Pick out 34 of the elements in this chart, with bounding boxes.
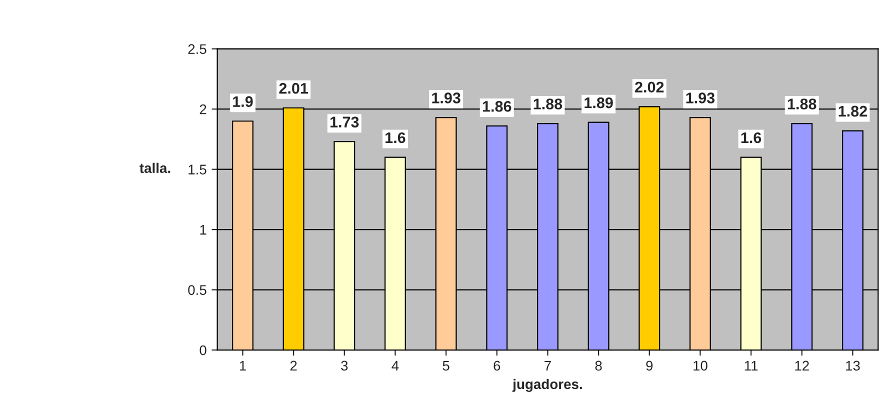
- x-tick-label: 4: [392, 360, 399, 370]
- data-label: 1.93: [686, 92, 715, 104]
- x-tick-label: 9: [646, 360, 653, 371]
- data-label: 1.73: [330, 116, 359, 128]
- y-axis-title: talla.: [140, 162, 170, 174]
- data-label: 1.6: [386, 132, 406, 144]
- x-axis-title: jugadores.: [512, 378, 582, 392]
- y-tick-label: 2.5: [188, 44, 206, 54]
- x-tick-label: 2: [290, 360, 297, 370]
- x-tick-label: 1: [240, 360, 246, 370]
- data-label: 1.86: [482, 100, 512, 112]
- x-tick-label: 12: [795, 360, 809, 370]
- data-label: 1.93: [432, 92, 460, 104]
- x-tick-label: 13: [846, 360, 860, 371]
- x-tick-label: 6: [494, 360, 500, 371]
- x-tick-label: 10: [694, 360, 708, 371]
- y-tick-label: 0.5: [188, 285, 206, 295]
- y-tick-label: 1.5: [188, 164, 206, 174]
- x-tick-label: 8: [595, 360, 602, 371]
- data-label: 1.88: [788, 98, 816, 110]
- y-tick-label: 2: [200, 104, 206, 114]
- x-tick-label: 5: [442, 360, 450, 371]
- data-label: 1.82: [838, 106, 867, 117]
- x-tick-label: 3: [341, 360, 348, 371]
- data-label: 2.02: [635, 82, 664, 93]
- x-tick-label: 7: [544, 360, 551, 370]
- data-label: 2.01: [279, 82, 308, 94]
- y-tick-label: 0: [200, 345, 206, 356]
- data-label: 1.89: [584, 97, 613, 108]
- data-label: 1.88: [534, 98, 562, 110]
- data-label: 1.9: [233, 96, 253, 107]
- y-tick-label: 1: [200, 225, 206, 235]
- data-label: 1.6: [741, 132, 762, 144]
- x-tick-label: 11: [744, 360, 758, 370]
